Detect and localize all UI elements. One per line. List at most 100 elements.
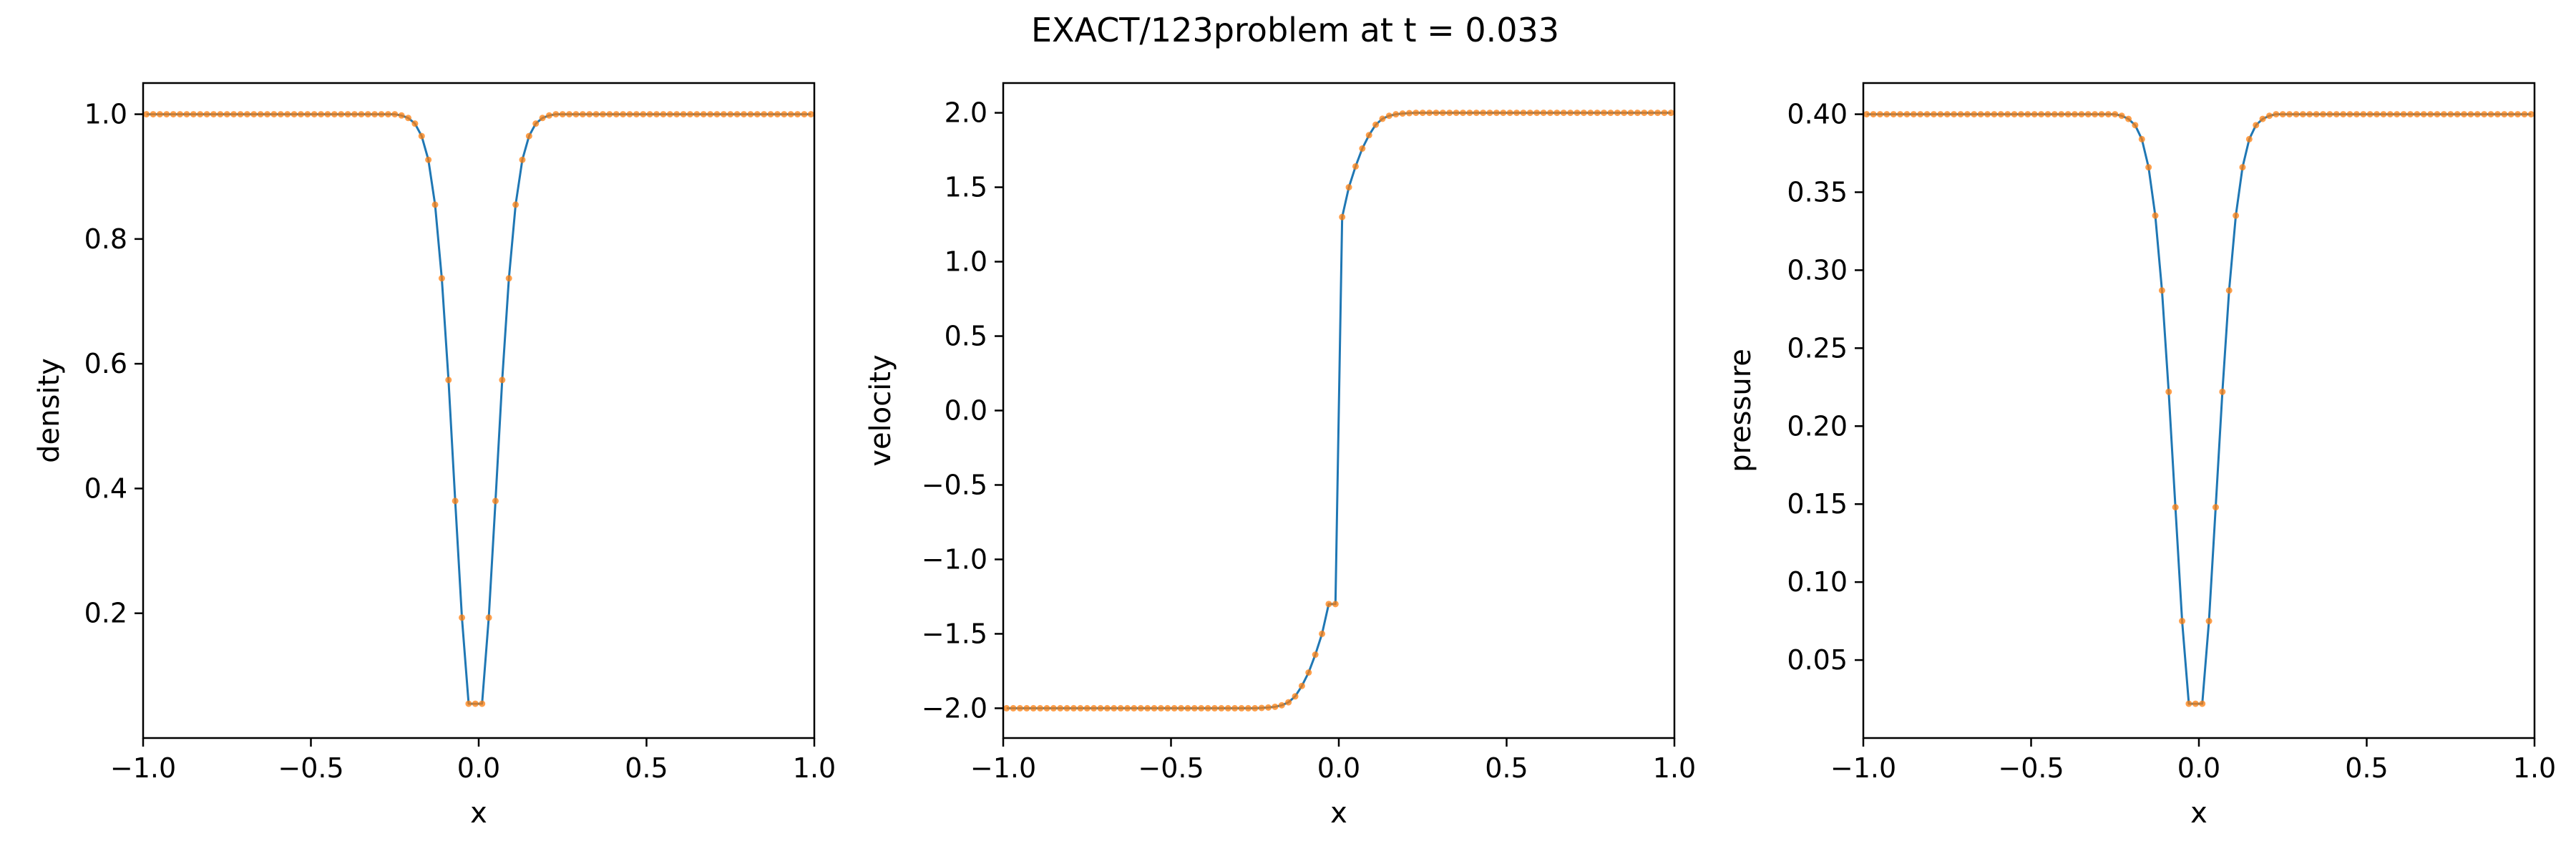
- data-point: [2333, 111, 2340, 118]
- data-point: [2219, 388, 2226, 395]
- data-point: [1091, 704, 1098, 712]
- data-point: [2447, 111, 2454, 118]
- data-point: [1977, 111, 1984, 118]
- data-point: [727, 111, 734, 118]
- x-tick-label: −1.0: [970, 752, 1036, 784]
- data-point: [2353, 111, 2360, 118]
- data-point: [418, 132, 425, 140]
- data-point: [2320, 111, 2327, 118]
- data-point: [781, 111, 788, 118]
- data-point: [1117, 704, 1124, 712]
- data-point: [2380, 111, 2387, 118]
- data-point: [626, 111, 633, 118]
- data-point: [1506, 110, 1513, 117]
- data-point: [2373, 111, 2381, 118]
- data-point: [2185, 700, 2192, 707]
- data-point: [1231, 704, 1239, 712]
- data-point: [767, 111, 774, 118]
- data-point: [1520, 110, 1527, 117]
- series-markers: [1003, 110, 1674, 712]
- data-point: [1292, 693, 1299, 700]
- y-tick-label: 0.05: [1787, 644, 1848, 676]
- data-point: [391, 111, 399, 118]
- data-point: [787, 111, 794, 118]
- data-point: [1211, 704, 1218, 712]
- data-point: [1553, 110, 1561, 117]
- y-axis-label: velocity: [864, 354, 897, 466]
- data-point: [1574, 110, 1581, 117]
- y-tick-label: −0.5: [922, 469, 987, 500]
- data-point: [1144, 704, 1151, 712]
- data-point: [197, 111, 204, 118]
- y-tick-label: 0.6: [84, 348, 127, 379]
- data-point: [1224, 704, 1231, 712]
- data-point: [1473, 110, 1480, 117]
- data-point: [2239, 164, 2246, 171]
- data-point: [2132, 122, 2139, 129]
- data-point: [1937, 111, 1944, 118]
- data-point: [1010, 704, 1017, 712]
- data-point: [223, 111, 230, 118]
- data-point: [2092, 111, 2099, 118]
- data-point: [1372, 121, 1380, 128]
- data-point: [2467, 111, 2474, 118]
- data-point: [2461, 111, 2468, 118]
- data-point: [2199, 700, 2206, 707]
- data-point: [364, 111, 371, 118]
- data-point: [2279, 111, 2286, 118]
- data-point: [264, 111, 271, 118]
- data-point: [210, 111, 217, 118]
- data-point: [2112, 111, 2119, 118]
- x-tick-label: 0.5: [1485, 752, 1528, 784]
- data-point: [472, 700, 479, 707]
- data-point: [1258, 704, 1265, 712]
- data-point: [2400, 111, 2407, 118]
- y-tick-label: 0.4: [84, 472, 127, 504]
- data-point: [2340, 111, 2347, 118]
- y-tick-label: 2.0: [945, 97, 987, 129]
- data-point: [693, 111, 701, 118]
- data-point: [1178, 704, 1185, 712]
- data-point: [1493, 110, 1500, 117]
- data-point: [1379, 115, 1386, 122]
- data-point: [2165, 388, 2172, 395]
- data-point: [1218, 704, 1225, 712]
- data-point: [566, 111, 573, 118]
- data-point: [525, 132, 532, 140]
- data-point: [1984, 111, 1991, 118]
- data-point: [1191, 704, 1198, 712]
- data-point: [1614, 110, 1621, 117]
- data-point: [774, 111, 781, 118]
- y-axis-label: pressure: [1724, 349, 1757, 472]
- x-tick-label: 1.0: [2513, 752, 2556, 784]
- data-point: [1460, 110, 1467, 117]
- data-point: [190, 111, 197, 118]
- data-point: [331, 111, 338, 118]
- data-point: [1265, 704, 1272, 711]
- data-point: [1560, 110, 1567, 117]
- data-point: [1654, 110, 1662, 117]
- data-point: [452, 498, 459, 505]
- data-point: [1951, 111, 1958, 118]
- data-point: [512, 201, 519, 208]
- data-point: [680, 111, 687, 118]
- data-point: [163, 111, 170, 118]
- data-point: [1137, 704, 1144, 712]
- data-point: [243, 111, 250, 118]
- data-point: [2527, 111, 2534, 118]
- data-point: [270, 111, 278, 118]
- data-point: [2172, 504, 2179, 511]
- data-point: [291, 111, 298, 118]
- series-markers: [143, 111, 814, 707]
- data-point: [2420, 111, 2427, 118]
- data-point: [2386, 111, 2394, 118]
- data-point: [344, 111, 351, 118]
- data-point: [1883, 111, 1890, 118]
- y-tick-label: 1.5: [945, 172, 987, 203]
- data-point: [2071, 111, 2078, 118]
- data-point: [1426, 110, 1433, 117]
- data-point: [203, 111, 210, 118]
- data-point: [1063, 704, 1070, 712]
- data-point: [1876, 111, 1883, 118]
